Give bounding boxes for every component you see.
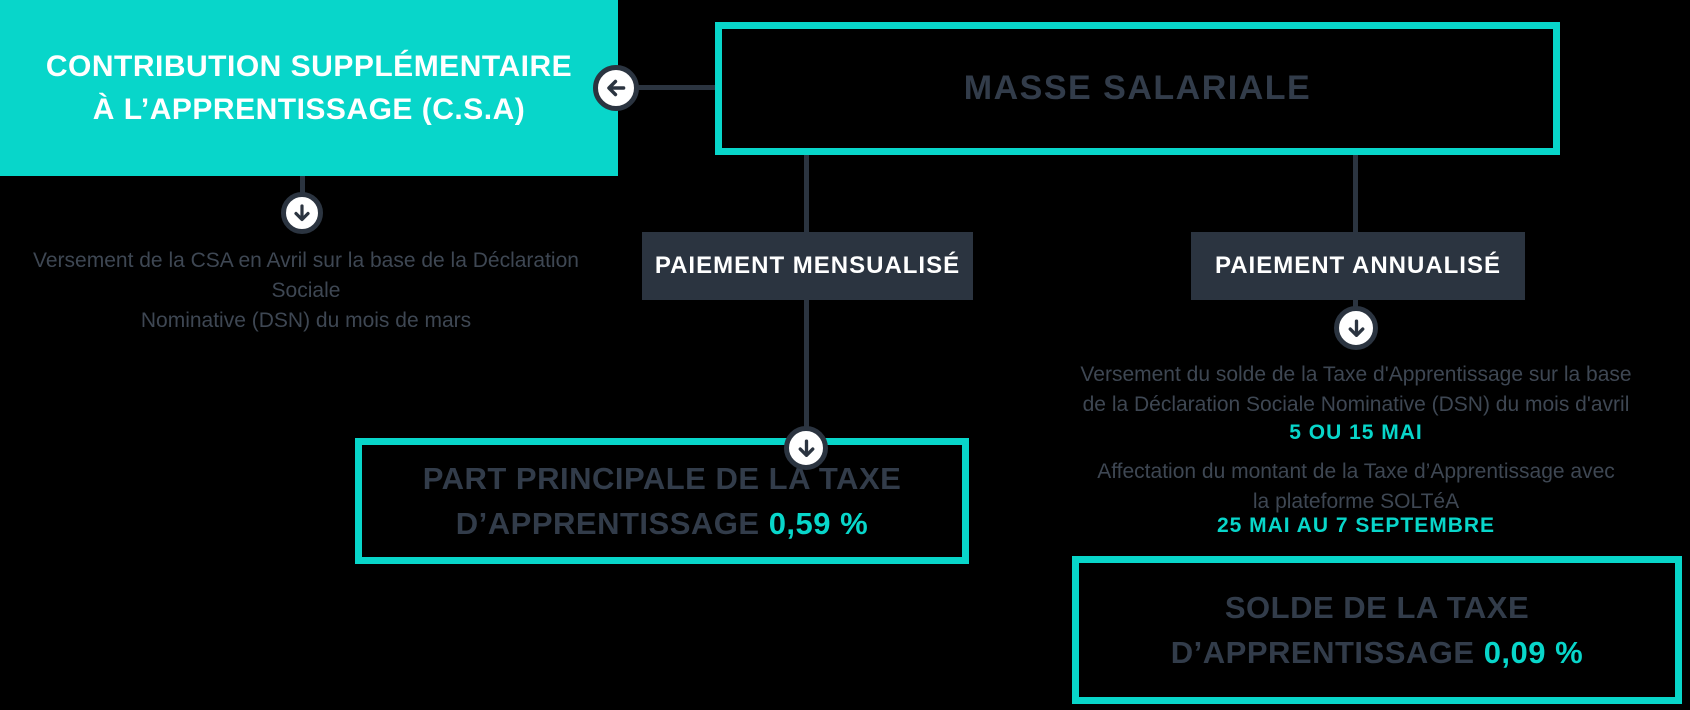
solde-taxe-line2: D’APPRENTISSAGE 0,09 %: [1171, 630, 1583, 675]
masse-salariale-box: MASSE SALARIALE: [715, 22, 1560, 155]
connector-masse-mensualise: [804, 155, 809, 232]
part-principale-rate: 0,59 %: [768, 506, 869, 541]
csa-note-line2: Nominative (DSN) du mois de mars: [140, 309, 472, 332]
part-principale-line2: D’APPRENTISSAGE 0,59 %: [456, 501, 868, 546]
paiement-mensualise-label: PAIEMENT MENSUALISÉ: [654, 252, 961, 279]
csa-note-line1: Versement de la CSA en Avril sur la base…: [33, 249, 579, 302]
connector-annualise-down: [1353, 300, 1358, 310]
csa-title-line2: À L’APPRENTISSAGE (C.S.A): [92, 93, 526, 126]
connector-csa-masse: [636, 85, 716, 90]
paiement-mensualise-box: PAIEMENT MENSUALISÉ: [642, 232, 973, 300]
annualise-date1: 5 OU 15 MAI: [1289, 421, 1423, 444]
part-principale-label: D’APPRENTISSAGE: [455, 506, 760, 541]
down-arrow-icon: [281, 192, 323, 234]
down-arrow-icon: [784, 426, 828, 470]
solde-taxe-box: SOLDE DE LA TAXE D’APPRENTISSAGE 0,09 %: [1072, 556, 1682, 704]
annualise-note2-line2: la plateforme SOLTéA: [1252, 490, 1460, 513]
csa-title-line1: CONTRIBUTION SUPPLÉMENTAIRE: [45, 50, 573, 83]
connector-mensualise-down: [804, 300, 809, 428]
solde-taxe-rate: 0,09 %: [1483, 635, 1584, 670]
annualise-date2: 25 MAI AU 7 SEPTEMBRE: [1216, 514, 1496, 537]
csa-title-box: CONTRIBUTION SUPPLÉMENTAIRE À L’APPRENTI…: [0, 0, 618, 176]
masse-salariale-title: MASSE SALARIALE: [963, 69, 1312, 107]
annualise-note-affectation: Affectation du montant de la Taxe d’Appr…: [1046, 457, 1666, 517]
connector-masse-annualise: [1353, 155, 1358, 232]
annualise-note1-line2: de la Déclaration Sociale Nominative (DS…: [1082, 393, 1630, 416]
solde-taxe-line1: SOLDE DE LA TAXE: [1224, 590, 1530, 625]
connector-csa-down: [300, 176, 305, 194]
annualise-note2-line1: Affectation du montant de la Taxe d’Appr…: [1097, 460, 1615, 483]
csa-note: Versement de la CSA en Avril sur la base…: [0, 246, 612, 336]
annualise-note1-line1: Versement du solde de la Taxe d'Apprenti…: [1080, 363, 1632, 386]
annualise-note-versement: Versement du solde de la Taxe d'Apprenti…: [1046, 360, 1666, 420]
part-principale-box: PART PRINCIPALE DE LA TAXE D’APPRENTISSA…: [355, 438, 969, 564]
solde-taxe-label: D’APPRENTISSAGE: [1170, 635, 1475, 670]
down-arrow-icon: [1334, 306, 1378, 350]
left-arrow-icon: [593, 65, 639, 111]
part-principale-line1: PART PRINCIPALE DE LA TAXE: [422, 461, 902, 496]
paiement-annualise-box: PAIEMENT ANNUALISÉ: [1191, 232, 1525, 300]
paiement-annualise-label: PAIEMENT ANNUALISÉ: [1214, 252, 1501, 279]
